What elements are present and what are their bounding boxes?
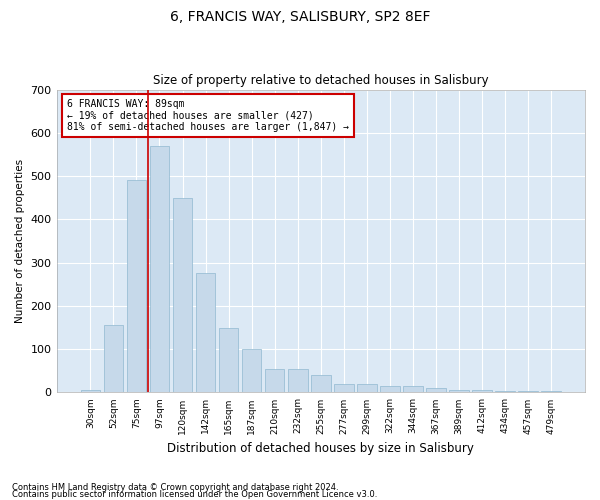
Bar — [403, 386, 423, 392]
Bar — [518, 391, 538, 392]
Title: Size of property relative to detached houses in Salisbury: Size of property relative to detached ho… — [153, 74, 488, 87]
Bar — [449, 390, 469, 392]
Bar — [196, 274, 215, 392]
Bar — [496, 391, 515, 392]
Text: Contains HM Land Registry data © Crown copyright and database right 2024.: Contains HM Land Registry data © Crown c… — [12, 484, 338, 492]
Bar — [173, 198, 193, 392]
Text: 6 FRANCIS WAY: 89sqm
← 19% of detached houses are smaller (427)
81% of semi-deta: 6 FRANCIS WAY: 89sqm ← 19% of detached h… — [67, 98, 349, 132]
Bar — [265, 368, 284, 392]
Bar — [104, 326, 123, 392]
Bar — [149, 146, 169, 392]
Text: Contains public sector information licensed under the Open Government Licence v3: Contains public sector information licen… — [12, 490, 377, 499]
Bar — [334, 384, 353, 392]
Bar — [80, 390, 100, 392]
Bar — [219, 328, 238, 392]
Bar — [242, 349, 262, 393]
Bar — [127, 180, 146, 392]
Bar — [380, 386, 400, 392]
Bar — [311, 375, 331, 392]
Bar — [426, 388, 446, 392]
Y-axis label: Number of detached properties: Number of detached properties — [15, 159, 25, 323]
Text: 6, FRANCIS WAY, SALISBURY, SP2 8EF: 6, FRANCIS WAY, SALISBURY, SP2 8EF — [170, 10, 430, 24]
Bar — [541, 391, 561, 392]
Bar — [357, 384, 377, 392]
X-axis label: Distribution of detached houses by size in Salisbury: Distribution of detached houses by size … — [167, 442, 474, 455]
Bar — [472, 390, 492, 392]
Bar — [288, 368, 308, 392]
